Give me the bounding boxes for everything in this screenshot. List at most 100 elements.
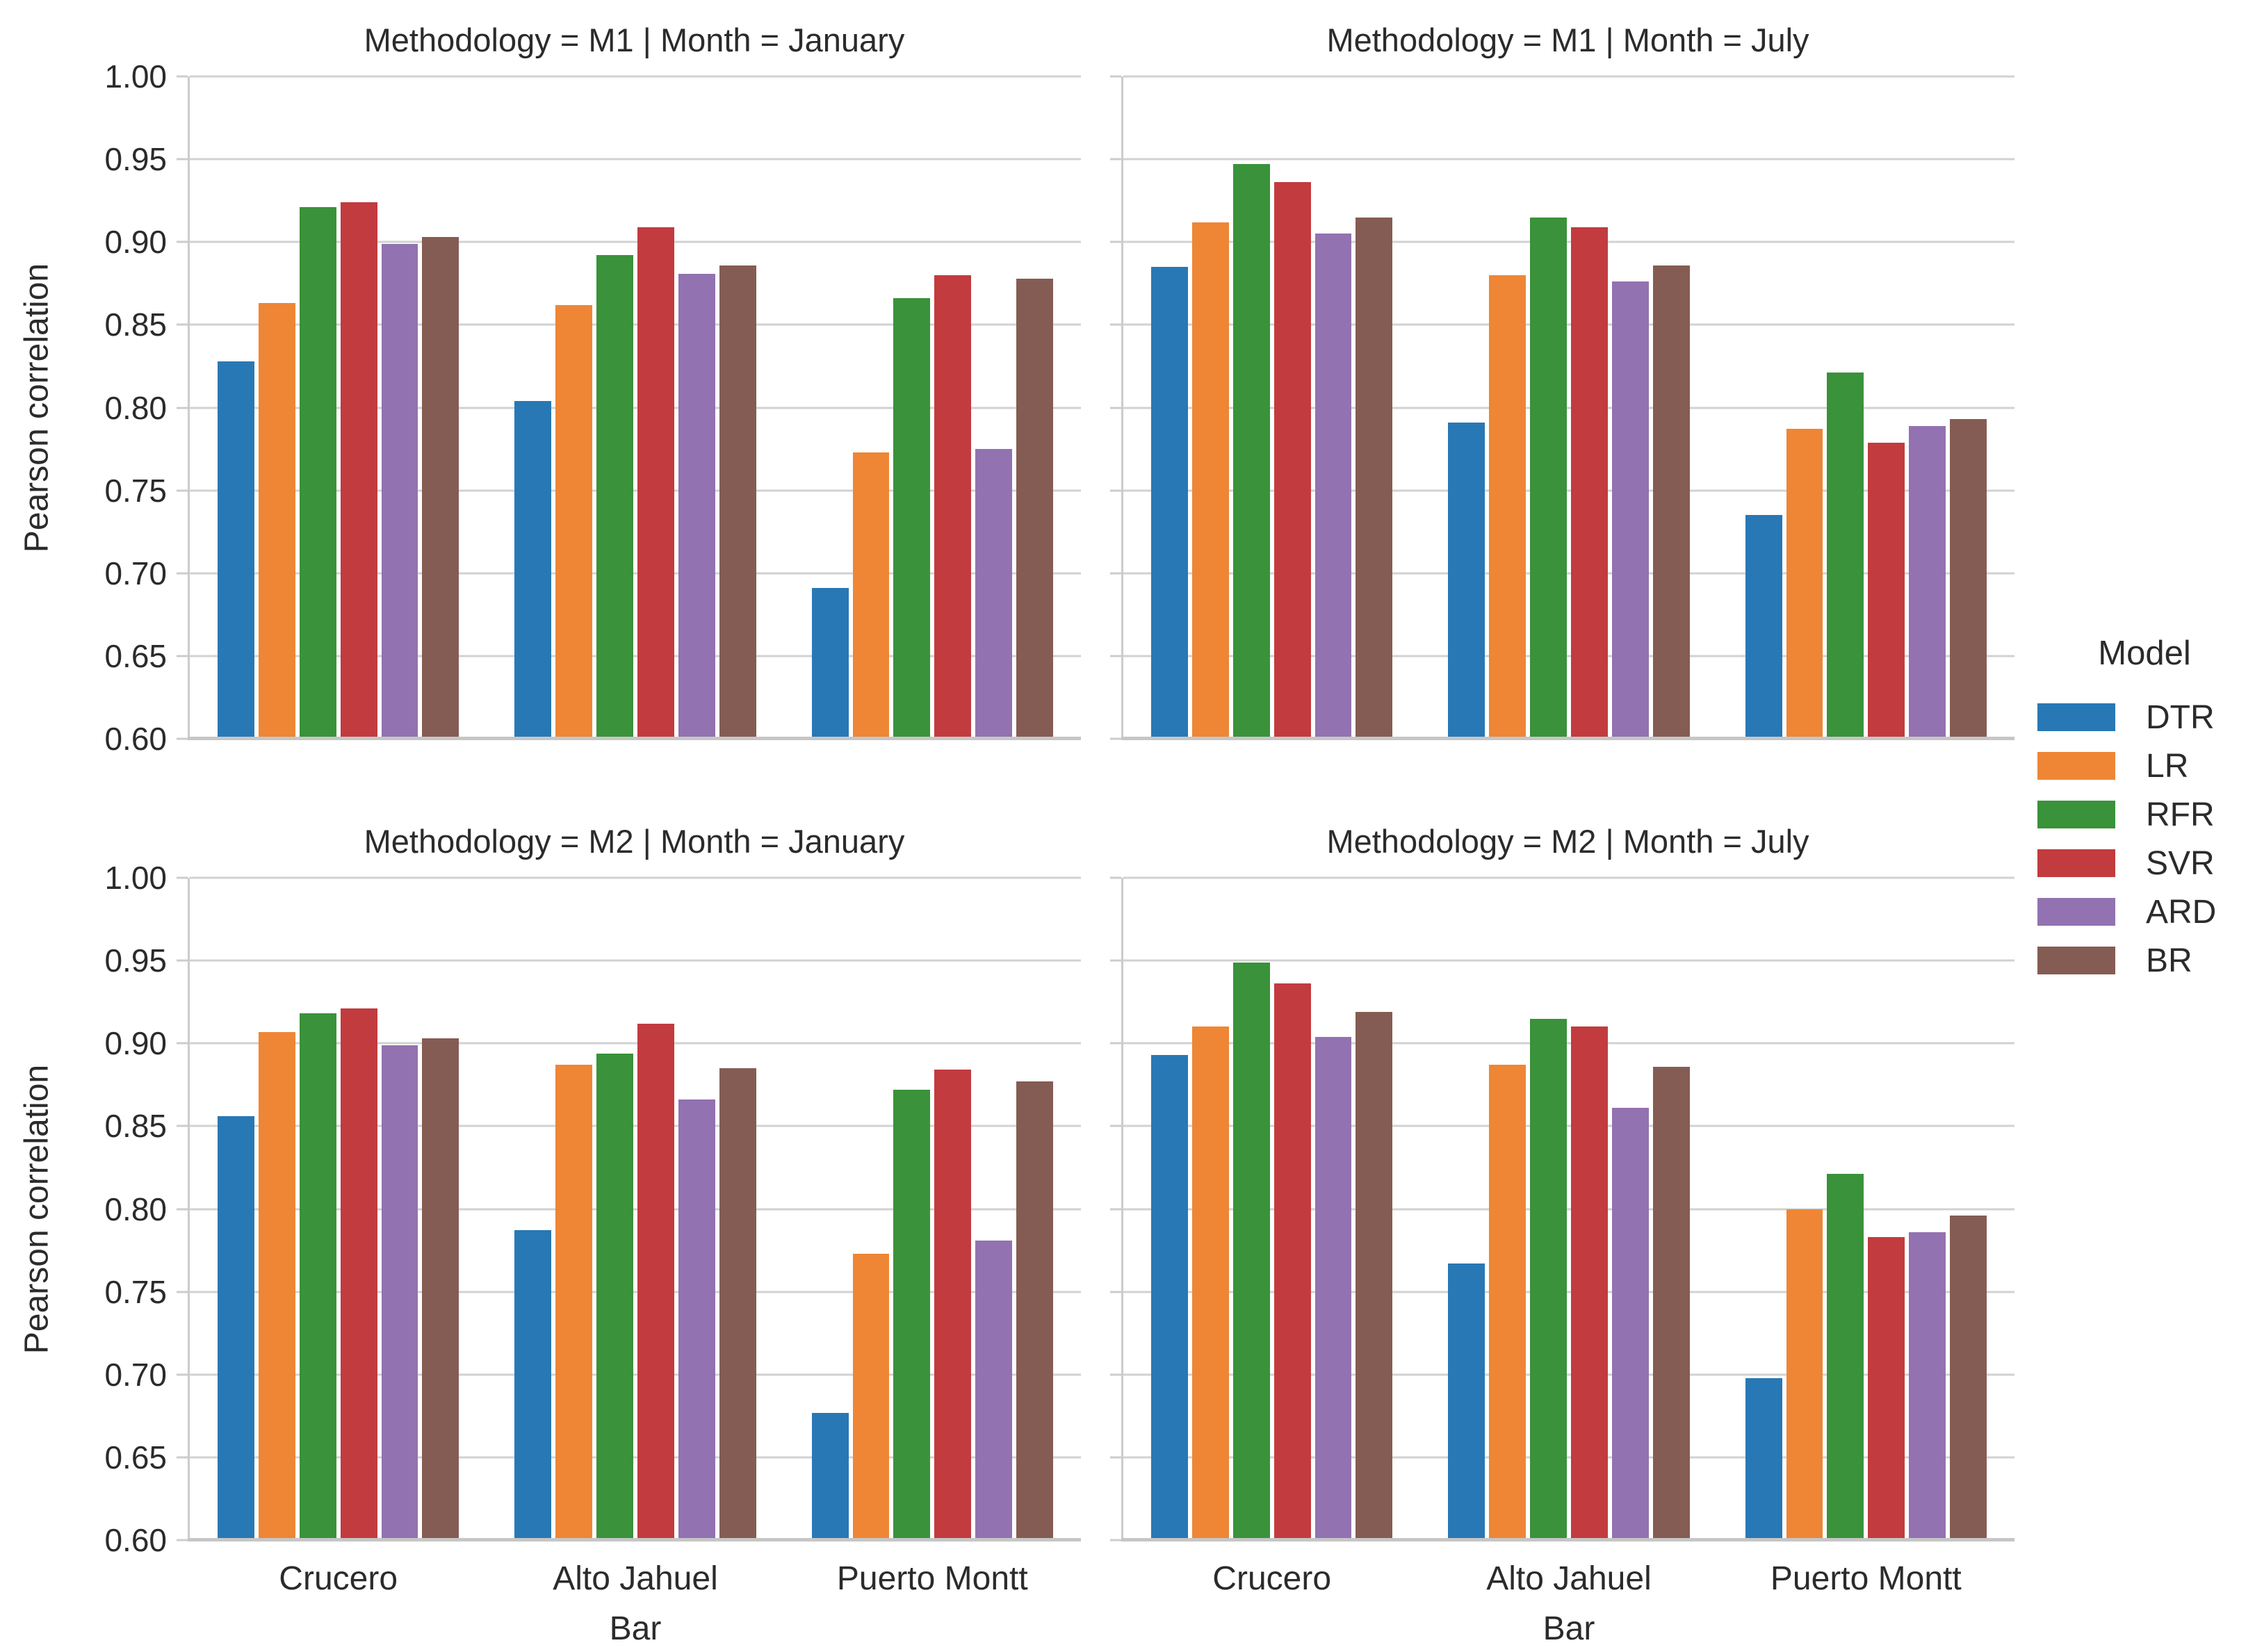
legend-label: RFR: [2146, 796, 2215, 833]
y-tick-label: 0.95: [104, 942, 167, 979]
legend-label: BR: [2146, 942, 2192, 979]
bar-ard: [678, 273, 715, 739]
legend-swatch-icon: [2037, 849, 2115, 877]
y-tick-mark: [177, 1456, 188, 1459]
bar-dtr: [1448, 422, 1485, 739]
y-tick-mark: [1110, 1124, 1121, 1127]
gridline: [190, 158, 1081, 161]
gridline: [1123, 158, 2014, 161]
bar-lr: [258, 1031, 295, 1540]
gridline: [190, 655, 1081, 657]
gridline: [1123, 655, 2014, 657]
y-tick-mark: [177, 323, 188, 326]
bar-dtr: [811, 588, 849, 739]
y-tick-mark: [177, 1208, 188, 1210]
x-tick-label-alto-jahuel: Alto Jahuel: [1486, 1560, 1652, 1597]
bar-lr: [1786, 429, 1823, 739]
legend-swatch-icon: [2037, 947, 2115, 974]
y-tick-labels: 1.00 0.95 0.90 0.85 0.80 0.75 0.70 0.65 0.60: [68, 58, 179, 757]
y-tick-label: 0.70: [104, 1356, 167, 1393]
bar-br: [1016, 278, 1053, 739]
bar-dtr: [1151, 267, 1188, 739]
gridline: [1123, 572, 2014, 575]
y-tick-label: 0.65: [104, 1439, 167, 1475]
bar-lr: [1191, 222, 1229, 739]
y-tick-label: 0.75: [104, 472, 167, 509]
bar-br: [719, 1068, 756, 1540]
bar-rfr: [893, 1089, 931, 1540]
gridline: [190, 1456, 1081, 1459]
legend: Model DTR LR RFR SVR ARD BR: [2033, 629, 2255, 985]
x-tick-label-crucero: Crucero: [1212, 1560, 1332, 1597]
legend-swatch-icon: [2037, 703, 2115, 731]
y-tick-label: 0.70: [104, 555, 167, 591]
x-tick-label-crucero: Crucero: [279, 1560, 398, 1597]
x-tick-label-alto-jahuel: Alto Jahuel: [553, 1560, 718, 1597]
bar-dtr: [1745, 1377, 1782, 1540]
bar-svr: [637, 1023, 674, 1540]
gridline: [1123, 1124, 2014, 1127]
y-tick-label: 1.00: [104, 58, 167, 95]
y-tick-label: 0.60: [104, 721, 167, 757]
bar-groups: [1123, 76, 2014, 739]
legend-item-dtr: DTR: [2033, 693, 2255, 742]
bar-ard: [381, 243, 418, 739]
gridline: [1123, 1373, 2014, 1376]
bar-group-alto-jahuel: [487, 76, 783, 739]
legend-swatch-icon: [2037, 801, 2115, 828]
facet-title: Methodology = M2 | Month = January: [364, 823, 905, 860]
bar-lr: [258, 303, 295, 739]
legend-swatch-icon: [2037, 898, 2115, 926]
y-tick-mark: [1110, 1456, 1121, 1459]
y-tick-mark: [177, 1373, 188, 1376]
bar-br: [422, 237, 459, 739]
bar-rfr: [299, 1013, 336, 1540]
gridline: [190, 1208, 1081, 1210]
bar-dtr: [1151, 1054, 1188, 1540]
bar-svr: [340, 202, 377, 739]
bar-svr: [340, 1008, 377, 1540]
bar-rfr: [893, 298, 931, 739]
bar-group-crucero: [1123, 878, 1420, 1540]
bar-dtr: [514, 1230, 552, 1540]
x-axis-line: [1121, 737, 2014, 740]
gridline: [190, 959, 1081, 962]
y-tick-label: 0.85: [104, 1108, 167, 1145]
x-tick-labels: Crucero Alto Jahuel Puerto Montt: [1123, 1560, 2014, 1598]
bar-br: [1652, 265, 1690, 739]
gridline: [1123, 1456, 2014, 1459]
y-tick-mark: [1110, 1042, 1121, 1045]
y-tick-mark: [177, 655, 188, 657]
y-tick-mark: [1110, 240, 1121, 243]
bar-rfr: [1827, 1174, 1864, 1540]
y-tick-mark: [177, 959, 188, 962]
legend-title: Model: [2098, 635, 2191, 672]
y-tick-mark: [177, 876, 188, 879]
bar-svr: [1273, 182, 1311, 739]
x-tick-label-puerto-montt: Puerto Montt: [836, 1560, 1028, 1597]
gridline: [1123, 489, 2014, 492]
y-tick-mark: [1110, 323, 1121, 326]
gridline: [1123, 1042, 2014, 1045]
gridline: [190, 1291, 1081, 1293]
bar-group-alto-jahuel: [487, 878, 783, 1540]
bar-br: [1950, 1216, 1987, 1540]
y-tick-mark: [177, 489, 188, 492]
facet-m1-january: Methodology = M1 | Month = January 1.00 0…: [19, 22, 1081, 757]
bar-svr: [1868, 1237, 1905, 1540]
bar-lr: [852, 452, 890, 739]
y-tick-mark: [177, 1042, 188, 1045]
legend-item-rfr: RFR: [2033, 790, 2255, 839]
legend-label: SVR: [2146, 844, 2215, 882]
bar-svr: [1868, 442, 1905, 739]
bar-br: [1016, 1081, 1053, 1540]
bar-svr: [1571, 227, 1608, 739]
bar-svr: [934, 1070, 972, 1540]
y-tick-label: 0.75: [104, 1273, 167, 1310]
y-tick-mark: [1110, 572, 1121, 575]
bar-rfr: [596, 1053, 633, 1540]
y-tick-mark: [177, 407, 188, 409]
y-tick-label: 0.60: [104, 1522, 167, 1558]
gridline: [1123, 75, 2014, 78]
legend-items: DTR LR RFR SVR ARD BR: [2033, 693, 2255, 985]
